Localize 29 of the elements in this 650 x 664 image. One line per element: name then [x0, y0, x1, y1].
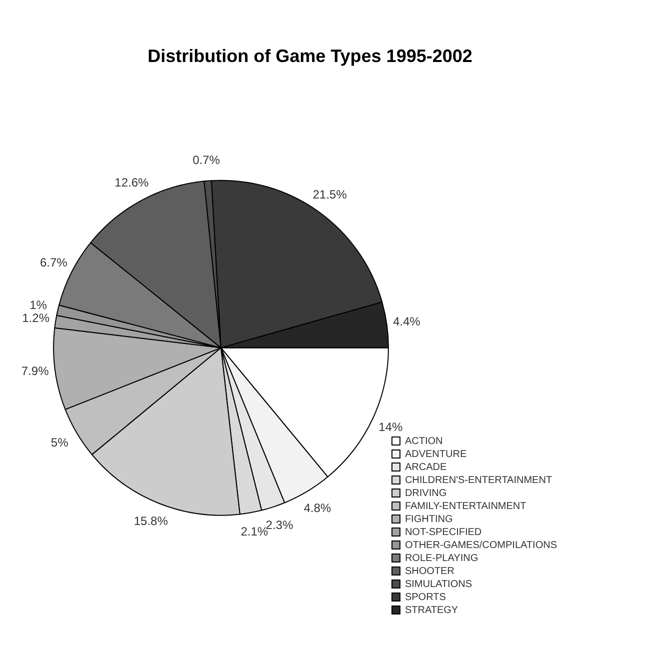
- data-label: 4.4%: [392, 314, 421, 328]
- data-label: 12.6%: [114, 175, 150, 190]
- legend-label: ARCADE: [404, 462, 447, 473]
- legend-label: CHILDREN'S-ENTERTAINMENT: [404, 474, 552, 486]
- legend-label: DRIVING: [404, 488, 447, 499]
- legend-label: SHOOTER: [404, 566, 454, 577]
- legend-label: SIMULATIONS: [404, 578, 472, 590]
- chart-title: Distribution of Game Types 1995-2002: [148, 46, 472, 66]
- legend-label: FIGHTING: [404, 514, 453, 525]
- data-label: 5%: [50, 436, 69, 450]
- data-label: 14%: [378, 420, 403, 434]
- data-label: 7.9%: [21, 364, 50, 378]
- legend-label: STRATEGY: [404, 604, 458, 616]
- legend-label: ACTION: [404, 436, 443, 447]
- data-label: 6.7%: [40, 256, 68, 270]
- data-label: 2.3%: [266, 518, 294, 532]
- data-label: 15.8%: [134, 514, 168, 528]
- legend-label: NOT-SPECIFIED: [404, 526, 482, 538]
- data-label: 0.7%: [192, 153, 220, 168]
- data-label: 21.5%: [312, 187, 348, 202]
- legend-label: ROLE-PLAYING: [404, 552, 478, 564]
- data-label: 1%: [30, 298, 48, 312]
- legend-label: ADVENTURE: [404, 448, 467, 460]
- data-label: 1.2%: [22, 310, 50, 325]
- legend-label: SPORTS: [404, 592, 446, 603]
- data-label: 4.8%: [304, 500, 332, 515]
- legend-label: OTHER-GAMES/COMPILATIONS: [404, 540, 558, 551]
- data-label: 2.1%: [240, 524, 268, 539]
- legend-label: FAMILY-ENTERTAINMENT: [404, 500, 526, 512]
